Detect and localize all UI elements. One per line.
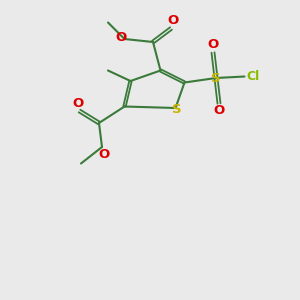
Text: O: O [207,38,219,52]
Text: O: O [167,14,178,28]
Text: O: O [213,104,225,118]
Text: O: O [115,31,126,44]
Text: O: O [98,148,109,161]
Text: S: S [172,103,182,116]
Text: O: O [72,97,84,110]
Text: Cl: Cl [246,70,260,83]
Text: S: S [211,71,221,85]
